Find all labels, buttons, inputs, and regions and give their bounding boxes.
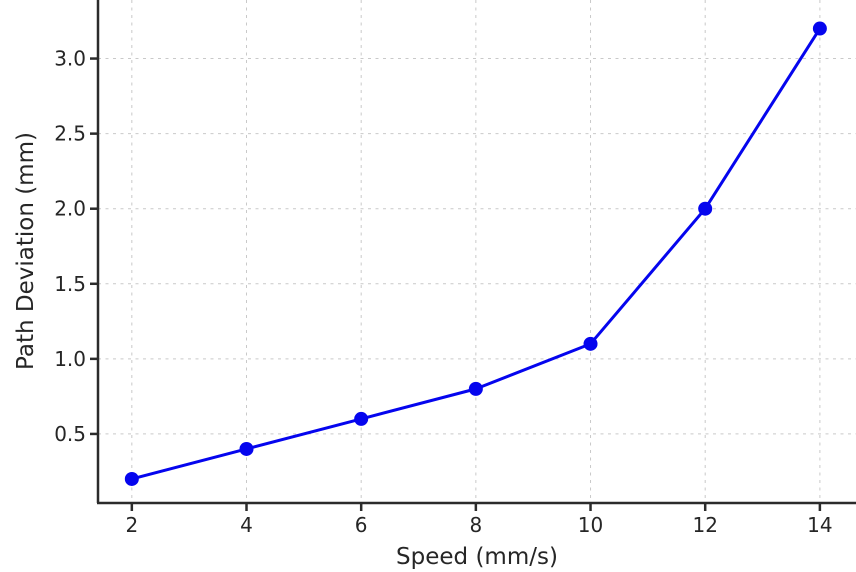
x-tick-label: 10 [578,513,603,537]
y-tick-label: 3.0 [54,47,86,71]
data-point [698,201,713,216]
data-line [130,27,822,481]
axis-layer [90,0,856,511]
y-tick-label: 1.5 [54,272,86,296]
x-tick-label: 4 [240,513,253,537]
data-point [812,21,827,36]
y-tick-label: 0.5 [54,422,86,446]
x-tick-label: 8 [469,513,482,537]
x-tick-label: 2 [125,513,138,537]
x-tick-label: 14 [807,513,832,537]
data-point [239,441,254,456]
y-tick-label: 2.0 [54,197,86,221]
y-axis-label: Path Deviation (mm) [13,132,39,370]
y-tick-label: 2.5 [54,122,86,146]
data-series-layer [124,21,827,486]
y-tick-label: 1.0 [54,347,86,371]
x-tick-label: 12 [692,513,717,537]
x-axis-label: Speed (mm/s) [396,544,558,570]
x-tick-label: 6 [355,513,368,537]
data-point [468,381,483,396]
grid-layer [98,0,856,503]
tick-label-layer: 2 4 6 8 10 12 14 0.5 1.0 1.5 2.0 2.5 3.0 [54,47,832,537]
data-point [583,336,598,351]
data-point [354,411,369,426]
data-point [124,471,139,486]
